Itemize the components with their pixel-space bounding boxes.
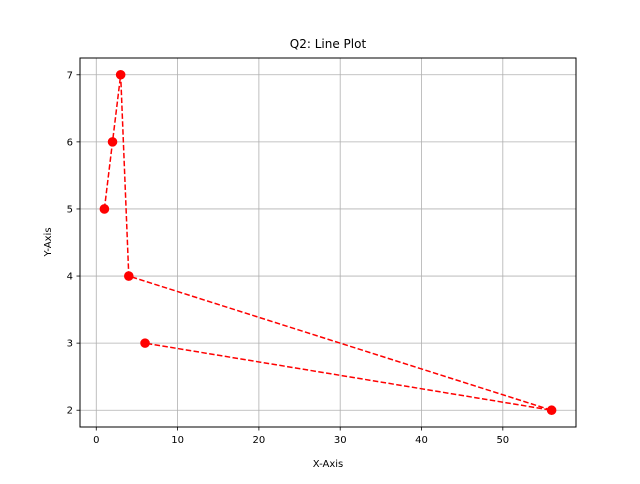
data-point <box>140 338 150 348</box>
ticks: 0 10 20 30 40 50 2 3 4 5 6 7 <box>67 70 510 446</box>
y-tick-label: 7 <box>67 70 73 81</box>
data-point <box>123 271 134 281</box>
x-axis-label: X-Axis <box>313 459 344 470</box>
series-layer <box>99 69 557 416</box>
y-axis-label: Y-Axis <box>43 227 54 257</box>
grid <box>80 58 576 427</box>
x-tick-label: 30 <box>334 435 347 446</box>
x-tick-label: 40 <box>415 435 428 446</box>
x-tick-label: 50 <box>496 435 509 446</box>
y-tick-label: 4 <box>67 272 73 283</box>
data-point <box>115 69 126 80</box>
series-line <box>103 74 552 411</box>
x-tick-label: 10 <box>171 435 184 446</box>
y-tick-label: 6 <box>67 137 73 148</box>
chart-title: Q2: Line Plot <box>290 37 367 51</box>
y-tick-label: 3 <box>67 339 73 350</box>
data-point <box>99 204 110 214</box>
x-tick-label: 0 <box>93 435 99 446</box>
y-tick-label: 5 <box>67 204 73 215</box>
plot-frame <box>79 57 577 428</box>
data-point <box>546 405 557 416</box>
data-point <box>107 137 118 147</box>
y-tick-label: 2 <box>67 406 73 417</box>
x-tick-label: 20 <box>253 435 266 446</box>
